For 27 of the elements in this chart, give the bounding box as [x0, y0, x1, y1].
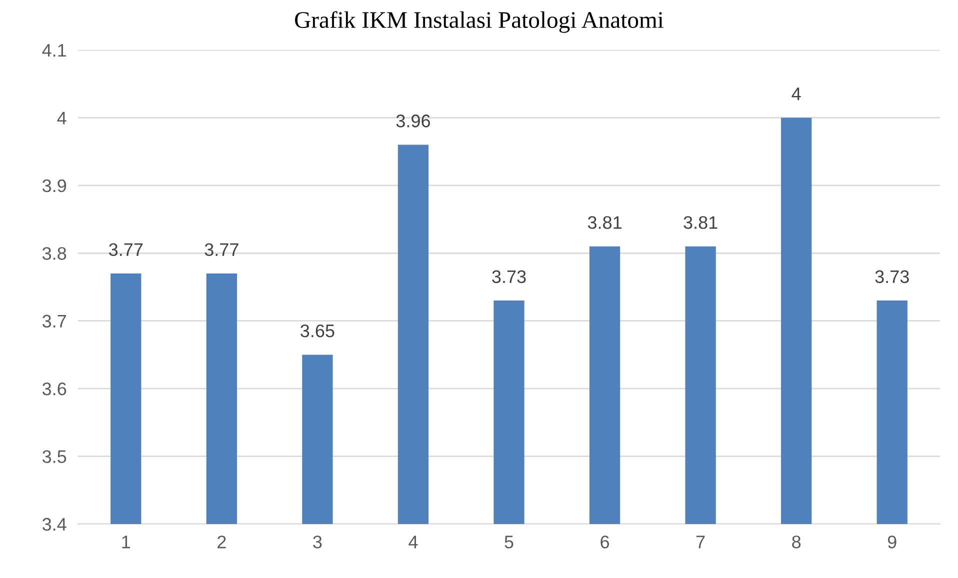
y-tick-label: 3.5 — [42, 450, 66, 464]
x-tick-label: 5 — [504, 536, 514, 548]
data-label: 3.96 — [396, 114, 430, 128]
data-label: 3.77 — [109, 243, 143, 256]
data-label: 3.77 — [204, 243, 238, 256]
y-tick-label: 4.1 — [42, 44, 66, 57]
data-label: 3.73 — [875, 270, 909, 284]
x-tick-label: 3 — [313, 536, 322, 548]
y-tick-label: 3.7 — [42, 314, 66, 328]
y-tick-label: 3.6 — [42, 382, 66, 396]
x-tick-label: 6 — [600, 536, 610, 548]
data-label: 4 — [792, 88, 801, 100]
data-label: 3.81 — [684, 216, 718, 229]
x-tick-label: 7 — [696, 536, 705, 548]
x-tick-label: 9 — [888, 536, 896, 548]
x-tick-label: 8 — [792, 536, 801, 548]
y-tick-label: 3.8 — [42, 247, 66, 260]
x-tick-label: 2 — [218, 536, 226, 548]
data-label: 3.65 — [300, 324, 334, 338]
y-tick-label: 3.9 — [42, 179, 66, 192]
data-label: 3.73 — [492, 270, 526, 284]
x-tick-label: 4 — [408, 536, 418, 548]
data-label: 3.81 — [588, 216, 622, 229]
y-tick-label: 4 — [57, 112, 66, 124]
chart-title: Grafik IKM Instalasi Patologi Anatomi — [295, 11, 664, 33]
y-tick-label: 3.4 — [42, 518, 66, 531]
x-tick-label: 1 — [122, 536, 130, 548]
